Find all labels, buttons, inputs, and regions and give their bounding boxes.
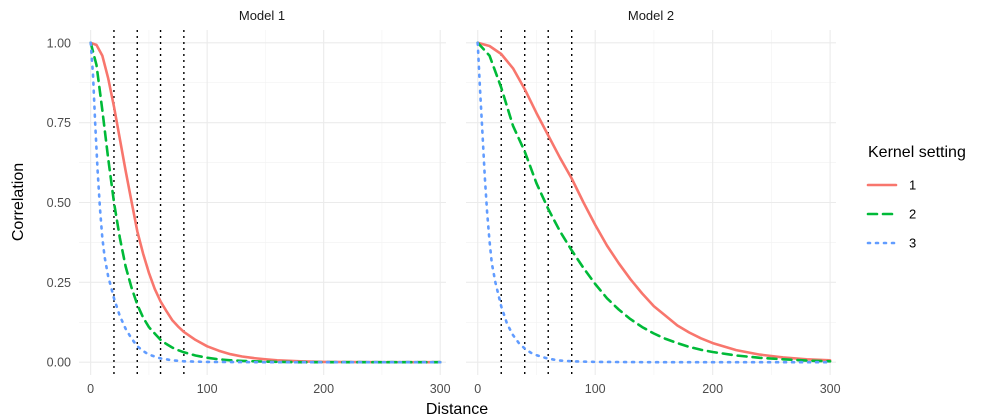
- x-tick-label: 200: [313, 382, 334, 396]
- grid-lines: [466, 30, 836, 375]
- x-tick-label: 100: [197, 382, 218, 396]
- x-axis-title: Distance: [426, 401, 488, 418]
- legend-label: 2: [909, 207, 916, 222]
- series-line-3: [476, 41, 832, 364]
- legend: Kernel setting 1 2 3: [866, 144, 966, 251]
- legend-label: 3: [909, 236, 916, 251]
- x-tick-label: 200: [702, 382, 723, 396]
- legend-label: 1: [909, 178, 916, 193]
- panel-title: Model 1: [239, 8, 285, 23]
- y-tick-label: 0.50: [47, 196, 71, 210]
- y-tick-label: 0.75: [47, 116, 71, 130]
- legend-title: Kernel setting: [868, 144, 966, 161]
- series-lines: [89, 41, 442, 364]
- x-tick-label: 0: [87, 382, 94, 396]
- series-lines: [476, 41, 832, 364]
- y-tick-label: 0.00: [47, 356, 71, 370]
- legend-items: 1 2 3: [866, 178, 916, 251]
- x-tick-labels: 0 100 200 300: [474, 382, 840, 396]
- y-tick-label: 1.00: [47, 36, 71, 50]
- panel-model-2: Model 2 0 100 200 300: [466, 8, 841, 396]
- y-tick-labels: 0.00 0.25 0.50 0.75 1.00: [47, 36, 71, 369]
- x-tick-labels: 0 100 200 300: [87, 382, 450, 396]
- x-tick-label: 300: [430, 382, 451, 396]
- x-tick-label: 0: [474, 382, 481, 396]
- y-tick-label: 0.25: [47, 276, 71, 290]
- x-tick-label: 100: [585, 382, 606, 396]
- x-tick-label: 300: [820, 382, 841, 396]
- series-line-1: [89, 41, 442, 364]
- series-line-2: [89, 41, 442, 364]
- series-line-1: [476, 41, 832, 362]
- panel-model-1: Model 1 0 100 200 300 0.00 0.25 0.50 0.75 1.00: [47, 8, 451, 396]
- series-line-2: [476, 41, 832, 363]
- panel-title: Model 2: [628, 8, 674, 23]
- grid-lines: [79, 30, 446, 375]
- y-axis-title: Correlation: [10, 163, 27, 241]
- series-line-3: [89, 41, 442, 364]
